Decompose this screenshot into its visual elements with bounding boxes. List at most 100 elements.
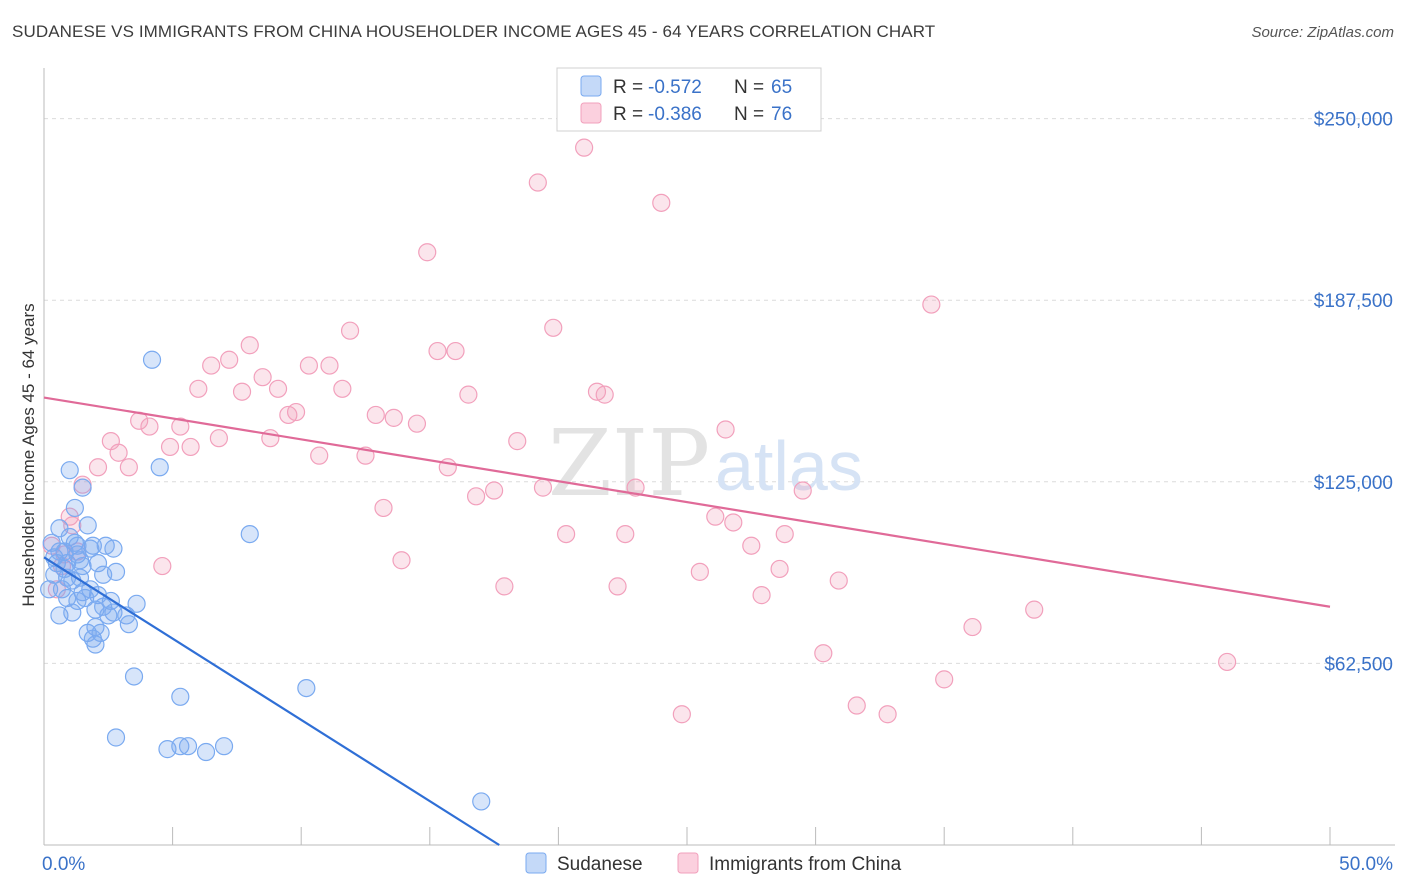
data-point [140,417,159,436]
data-point [793,481,812,500]
data-point [508,432,527,451]
data-point [690,562,709,581]
data-point [392,551,411,570]
data-point [374,498,393,518]
legend-n-label-2: N = [734,104,764,125]
data-point [286,402,306,422]
data-point [253,368,272,387]
data-point [716,420,735,439]
data-point [171,687,190,706]
data-point [106,728,126,747]
data-point [299,356,319,375]
data-point [384,408,403,427]
data-point [495,577,514,596]
data-point [310,446,329,465]
data-point [963,617,982,637]
legend-n-label-1: N = [734,77,764,98]
data-point [45,565,64,584]
data-point [672,705,691,724]
data-point [86,635,105,654]
data-point [181,437,200,457]
data-point [88,554,108,573]
data-point [220,350,239,369]
data-point [922,295,941,314]
legend-n-value-1: 65 [771,77,792,98]
data-point [775,524,794,544]
data-point [742,536,761,555]
watermark-zip: ZIP [548,410,710,517]
data-point [171,737,190,756]
data-point [109,443,128,462]
legend-r-label-1: R = [613,77,643,98]
data-point [878,705,897,724]
data-point [142,350,162,369]
data-point [366,405,385,425]
x-tick-labels: 0.0% 50.0% [42,854,1393,875]
data-point [119,615,138,634]
data-point [63,603,82,622]
data-point [153,556,172,576]
data-point [297,678,316,698]
data-point [104,539,123,558]
data-point [261,429,280,448]
watermark-atlas: atlas [715,427,863,505]
data-point [935,670,954,689]
data-point [340,321,360,340]
data-point [459,385,478,404]
data-point [94,565,113,584]
data-point [150,458,169,477]
data-point [320,356,339,375]
y-tick-label: $187,500 [1314,291,1393,312]
data-point [1025,600,1044,619]
data-point [99,606,118,625]
data-point [472,792,491,811]
data-point [557,524,576,544]
data-point [528,173,547,192]
data-point [770,559,789,579]
y-tick-labels: $62,500 $125,000 $187,500 $250,000 [1314,110,1393,676]
data-point [171,417,190,436]
data-point [124,667,144,686]
data-point [652,193,671,212]
data-point [240,524,259,544]
data-point [428,341,447,361]
legend-r-value-1: -0.572 [648,77,702,98]
data-point [88,458,108,477]
trend-lines [43,396,1331,846]
bottom-legend-label-sudanese: Sudanese [557,854,643,875]
correlation-legend: R = -0.572 N = 65 R = -0.386 N = 76 [556,67,822,132]
data-point [418,243,437,262]
trend-line [43,396,1331,608]
watermark: ZIP atlas [548,410,863,517]
series-sudanese-points [40,350,491,811]
data-point [189,379,208,398]
data-point [76,588,95,608]
data-point [119,458,138,477]
data-point [544,318,563,337]
bottom-legend-label-china: Immigrants from China [709,854,902,875]
data-point [706,507,725,526]
data-point [209,429,228,448]
data-point [55,542,74,561]
data-point [202,356,221,375]
chart-source: Source: ZipAtlas.com [1251,24,1394,41]
data-point [268,379,288,398]
x-tick-label: 50.0% [1339,854,1393,875]
data-point [127,594,146,613]
bottom-legend-swatch-sudanese [525,852,547,874]
data-point [73,556,92,576]
data-point [575,138,594,157]
series-legend: Sudanese Immigrants from China [525,852,902,875]
data-point [81,539,100,558]
trend-line [43,556,500,846]
data-point [52,580,72,599]
legend-r-value-2: -0.386 [648,104,702,125]
data-point [83,536,102,555]
legend-swatch-china [580,102,602,124]
data-point [829,571,848,590]
data-point [178,737,198,756]
data-point [724,513,743,532]
y-tick-label: $62,500 [1324,654,1393,675]
y-tick-label: $125,000 [1314,473,1393,494]
